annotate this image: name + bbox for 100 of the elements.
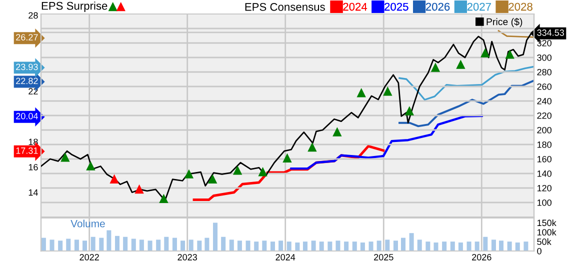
x-tick-label: 2023 [178, 254, 197, 260]
point [61, 153, 70, 162]
y2-tick-label: 160 [537, 156, 552, 162]
bar [123, 236, 128, 251]
point [480, 48, 490, 58]
point [405, 106, 414, 116]
point [283, 154, 292, 162]
y-tick-label: 28 [28, 12, 38, 19]
point [506, 50, 514, 59]
bar [295, 242, 300, 251]
x-tick-label: 2025 [374, 254, 394, 260]
x-tick-label: 2026 [472, 254, 492, 260]
bar [417, 240, 422, 251]
bar [515, 242, 520, 251]
legend-title: EPS Consensus [245, 3, 325, 11]
y2-tick-label: 200 [537, 126, 552, 134]
y2-tick-label: 240 [537, 98, 552, 104]
bar [41, 238, 46, 251]
point [208, 175, 217, 184]
bar [311, 240, 316, 251]
bar [434, 242, 438, 251]
line-series [398, 80, 534, 128]
point [431, 63, 440, 72]
bar [221, 236, 226, 251]
bar [58, 240, 63, 251]
point [110, 175, 118, 184]
bar [139, 240, 144, 251]
bar [336, 240, 340, 251]
bar [328, 242, 332, 251]
bar [229, 240, 234, 251]
bar [400, 238, 406, 251]
bar [90, 236, 96, 251]
line-series [398, 66, 534, 101]
bar [409, 233, 414, 251]
y2-tick-label: 300 [537, 54, 552, 61]
bar [188, 240, 194, 251]
point [233, 166, 242, 175]
bar [131, 238, 136, 251]
y-tick-label: 16 [28, 164, 38, 170]
y2-tick-label: 50k [537, 238, 552, 245]
y2-tick-label: 220 [537, 112, 552, 119]
bar [302, 242, 308, 251]
point [308, 143, 316, 152]
legend-label: 2025 [384, 2, 408, 11]
bar [466, 242, 472, 251]
y2-tick-label: 180 [537, 141, 552, 148]
bar [360, 242, 365, 251]
point [135, 185, 144, 194]
y2-tick-label: 280 [537, 68, 552, 76]
x-tick-label: 2022 [80, 254, 99, 260]
bar [204, 238, 210, 251]
y2-tick-label: 320 [537, 40, 552, 46]
legend-label: 2026 [426, 2, 450, 11]
y-tick-label: 14 [28, 189, 38, 196]
bar [474, 242, 480, 251]
bar [524, 242, 528, 251]
bar [442, 242, 447, 251]
bar [106, 230, 112, 251]
bar [498, 240, 504, 251]
y2-tick-label: 100k [537, 228, 556, 236]
bar [50, 240, 54, 251]
legend-label: Price ($) [486, 18, 522, 28]
bar [172, 238, 177, 251]
bar [262, 240, 267, 251]
y2-tick-label: 150k [537, 219, 556, 226]
bar [344, 242, 349, 251]
bar [458, 242, 463, 251]
point [456, 60, 465, 69]
bar [450, 242, 455, 251]
bar [99, 238, 104, 251]
line-series [290, 114, 484, 170]
chart-title: Volume [70, 220, 105, 228]
point [86, 162, 95, 170]
y-tick-label: 26.27 [16, 34, 38, 41]
legend-label: 2027 [467, 2, 491, 11]
bar [278, 240, 284, 251]
bar [376, 240, 382, 251]
y-tick-label: 22.82 [16, 78, 38, 84]
y2-tick-label: 120 [537, 184, 552, 192]
bar [115, 236, 120, 251]
bar [483, 236, 488, 251]
point [383, 87, 392, 96]
point [184, 170, 194, 178]
point [258, 168, 267, 176]
bar [286, 242, 292, 251]
bar [352, 242, 357, 251]
bar [426, 242, 430, 251]
bar [385, 240, 390, 251]
y-tick-label: 23.93 [16, 64, 38, 70]
bar [246, 240, 250, 251]
bar [393, 240, 398, 251]
bar [491, 240, 496, 251]
point [160, 194, 168, 204]
point [357, 88, 366, 98]
legend-label: 2024 [343, 2, 368, 11]
bar [180, 240, 186, 251]
bar [254, 242, 259, 251]
bar [197, 240, 202, 251]
bar [319, 242, 324, 251]
bar [164, 236, 169, 251]
